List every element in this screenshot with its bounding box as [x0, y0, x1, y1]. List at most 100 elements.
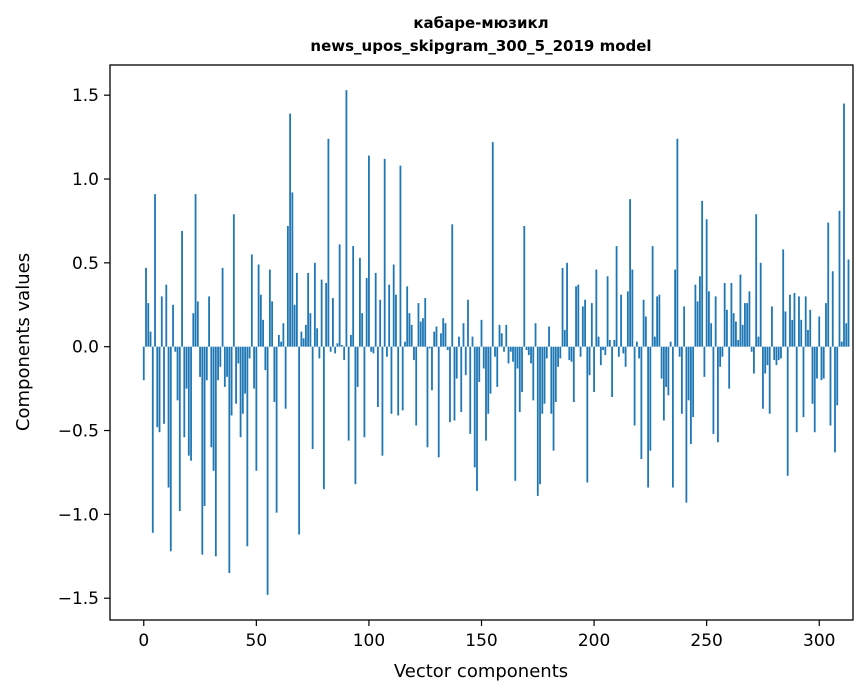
- bar: [590, 303, 593, 347]
- bar: [192, 313, 195, 347]
- bar: [424, 298, 427, 347]
- bar: [509, 346, 512, 352]
- bar: [687, 346, 690, 401]
- x-tick-label: 0: [138, 631, 149, 651]
- bar: [678, 346, 681, 357]
- bar: [284, 346, 287, 409]
- y-tick-label: −1.5: [58, 589, 99, 609]
- bar: [699, 276, 701, 347]
- y-tick-label: −1.0: [58, 505, 99, 525]
- bar: [757, 336, 760, 347]
- bar: [473, 346, 476, 468]
- bar: [277, 334, 280, 347]
- y-tick-label: 1.5: [72, 86, 99, 106]
- x-axis: 0 50 100 150 200 250 300: [138, 620, 835, 651]
- bar: [248, 346, 251, 359]
- chart-title-line1: кабаре-мюзикл: [413, 14, 548, 32]
- bar: [316, 328, 319, 347]
- x-tick-label: 50: [246, 631, 268, 651]
- bar: [210, 346, 213, 448]
- y-tick-label: −0.5: [58, 422, 99, 442]
- bar: [746, 303, 749, 347]
- bar: [712, 346, 715, 434]
- bar: [295, 272, 298, 347]
- bar: [494, 346, 496, 357]
- y-tick-label: 0.5: [72, 254, 99, 274]
- bar: [154, 194, 156, 347]
- bar: [156, 346, 159, 428]
- bar: [338, 244, 341, 347]
- bar: [160, 296, 163, 347]
- bar: [449, 346, 451, 423]
- bar: [802, 346, 805, 418]
- bar: [694, 284, 697, 347]
- bar: [428, 346, 431, 349]
- bar: [309, 313, 312, 347]
- bar: [361, 313, 364, 347]
- bar: [212, 346, 215, 471]
- bar: [395, 294, 397, 347]
- bar: [410, 324, 413, 347]
- bar: [476, 346, 478, 491]
- bar: [345, 90, 348, 347]
- bar: [359, 257, 361, 347]
- bar: [453, 346, 456, 421]
- bar: [478, 346, 481, 382]
- x-tick-label: 100: [353, 631, 385, 651]
- bar: [435, 326, 438, 347]
- bar: [178, 346, 181, 512]
- bar: [834, 346, 836, 453]
- bar: [685, 346, 688, 503]
- bar: [381, 346, 384, 456]
- bar: [667, 346, 670, 396]
- bar: [228, 346, 231, 574]
- bar: [467, 299, 469, 347]
- bar: [341, 345, 343, 347]
- bar: [250, 254, 253, 347]
- bar: [744, 303, 746, 347]
- bar: [185, 346, 188, 389]
- bar: [822, 346, 825, 379]
- bar: [563, 329, 566, 347]
- bar: [440, 333, 442, 347]
- bar: [595, 269, 598, 347]
- bar: [793, 293, 796, 347]
- bar: [820, 346, 823, 381]
- bar: [566, 262, 568, 347]
- bar: [232, 214, 235, 347]
- bar: [496, 346, 499, 387]
- bar: [728, 346, 731, 389]
- bar: [374, 272, 377, 347]
- bar: [363, 346, 366, 438]
- bar: [527, 346, 530, 356]
- bar: [311, 346, 314, 449]
- bar: [719, 346, 722, 367]
- bar: [548, 326, 550, 347]
- bar: [818, 316, 821, 347]
- bar: [764, 346, 767, 374]
- bar: [771, 306, 773, 347]
- bar: [507, 346, 510, 364]
- bar: [640, 346, 643, 460]
- bar: [512, 346, 514, 362]
- bar: [739, 274, 742, 347]
- bar: [205, 346, 208, 381]
- bar: [755, 214, 758, 347]
- bar: [732, 313, 735, 347]
- bar: [599, 346, 602, 366]
- bar: [291, 192, 294, 347]
- bar: [194, 194, 197, 347]
- x-tick-label: 200: [578, 631, 610, 651]
- bar: [593, 346, 595, 392]
- bar: [298, 346, 301, 535]
- bar: [282, 323, 285, 347]
- bar: [383, 158, 386, 347]
- bar: [183, 346, 186, 438]
- bar: [644, 316, 647, 347]
- bar: [775, 346, 778, 366]
- bar: [388, 284, 391, 347]
- bar: [748, 291, 751, 347]
- bar: [676, 138, 679, 347]
- bar: [142, 346, 145, 381]
- bar: [572, 346, 575, 403]
